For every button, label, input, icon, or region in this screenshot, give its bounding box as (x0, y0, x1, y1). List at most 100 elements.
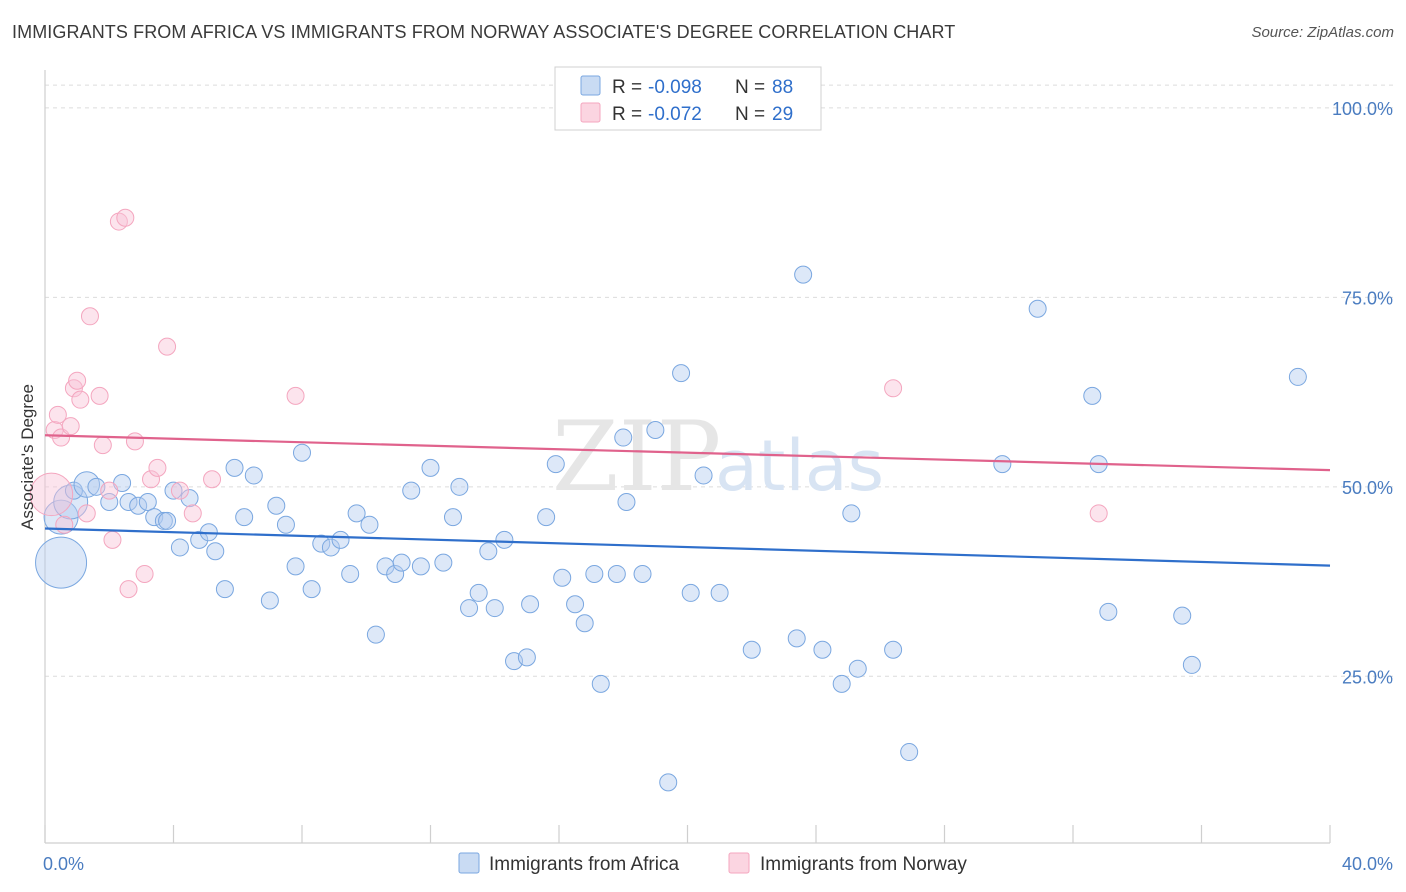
point-africa (402, 481, 421, 500)
point-africa (164, 481, 183, 500)
point-africa (842, 504, 861, 523)
point-africa (260, 591, 279, 610)
point-africa (73, 471, 101, 498)
point-africa (276, 515, 295, 534)
point-norway (203, 470, 222, 489)
point-africa (585, 564, 604, 583)
trend-line-norway (44, 434, 1331, 472)
legend-r-value-africa: -0.098 (648, 77, 702, 98)
point-africa (138, 492, 157, 511)
x-tick-label: 40.0% (1342, 854, 1393, 874)
point-africa (646, 420, 665, 439)
point-norway (55, 515, 74, 534)
point-africa (794, 265, 813, 284)
legend-swatch-norway (580, 102, 601, 123)
point-norway (103, 530, 122, 549)
point-africa (321, 538, 340, 557)
bottom-legend-label-norway: Immigrants from Norway (760, 854, 967, 875)
point-africa (225, 458, 244, 477)
bottom-legend: Immigrants from Africa Immigrants from N… (458, 852, 967, 875)
point-norway (183, 504, 202, 523)
point-africa (575, 614, 594, 633)
point-africa (366, 625, 385, 644)
point-africa (495, 530, 514, 549)
point-norway (77, 504, 96, 523)
point-africa (787, 629, 806, 648)
point-africa (386, 564, 405, 583)
point-africa (1173, 606, 1192, 625)
point-africa (331, 530, 350, 549)
point-africa (1288, 367, 1307, 386)
point-norway (170, 481, 189, 500)
point-africa (244, 466, 263, 485)
point-norway (286, 386, 305, 405)
point-africa (546, 455, 565, 474)
point-africa (347, 504, 366, 523)
bottom-legend-label-africa: Immigrants from Africa (489, 854, 679, 875)
point-africa (206, 542, 225, 561)
point-africa (659, 773, 678, 792)
watermark: ZIP atlas (552, 401, 884, 513)
point-norway (93, 436, 112, 455)
legend-n-value-norway: 29 (772, 104, 793, 125)
y-tick-label: 75.0% (1342, 288, 1393, 308)
point-africa (537, 508, 556, 527)
point-norway (142, 470, 161, 489)
point-africa (267, 496, 286, 515)
legend-swatch-africa (580, 75, 601, 96)
point-norway (29, 472, 74, 517)
point-norway (148, 458, 167, 477)
bottom-legend-swatch-norway (728, 852, 750, 874)
point-africa (1028, 299, 1047, 318)
point-africa (302, 580, 321, 599)
point-norway (80, 307, 99, 326)
point-norway (71, 390, 90, 409)
point-africa (517, 648, 536, 667)
point-africa (614, 428, 633, 447)
point-africa (553, 568, 572, 587)
y-tick-label: 25.0% (1342, 667, 1393, 687)
point-africa (460, 599, 479, 618)
point-africa (392, 553, 411, 572)
point-africa (1099, 602, 1118, 621)
point-africa (469, 583, 488, 602)
point-africa (421, 458, 440, 477)
legend-r-value-norway: -0.072 (648, 104, 702, 125)
trend-line-africa (44, 527, 1331, 567)
point-africa (694, 466, 713, 485)
point-africa (617, 492, 636, 511)
point-africa (312, 534, 331, 553)
point-africa (900, 743, 919, 762)
point-norway (100, 481, 119, 500)
watermark-atlas: atlas (715, 425, 884, 507)
point-africa (672, 364, 691, 383)
point-africa (884, 640, 903, 659)
point-africa (235, 508, 254, 527)
point-africa (742, 640, 761, 659)
point-africa (566, 595, 585, 614)
chart-title: IMMIGRANTS FROM AFRICA VS IMMIGRANTS FRO… (12, 22, 956, 42)
point-africa (1182, 655, 1201, 674)
point-norway (90, 386, 109, 405)
point-norway (61, 417, 80, 436)
trend-lines (44, 434, 1331, 567)
tick-labels: 25.0% 50.0% 75.0% 100.0% 0.0% 40.0% (43, 99, 1393, 874)
point-africa (633, 564, 652, 583)
point-africa (286, 557, 305, 576)
point-africa (521, 595, 540, 614)
point-norway (125, 432, 144, 451)
bottom-legend-swatch-africa (458, 852, 480, 874)
point-africa (710, 583, 729, 602)
y-tick-label: 100.0% (1332, 99, 1393, 119)
point-norway (158, 337, 177, 356)
legend-n-label-norway: N = (735, 104, 765, 125)
axes (44, 70, 1331, 844)
chart-source: Source: ZipAtlas.com (1251, 24, 1394, 41)
point-africa (607, 564, 626, 583)
point-norway (116, 208, 135, 227)
data-points (29, 208, 1307, 792)
point-norway (119, 580, 138, 599)
point-norway (48, 405, 67, 424)
point-africa (293, 443, 311, 462)
